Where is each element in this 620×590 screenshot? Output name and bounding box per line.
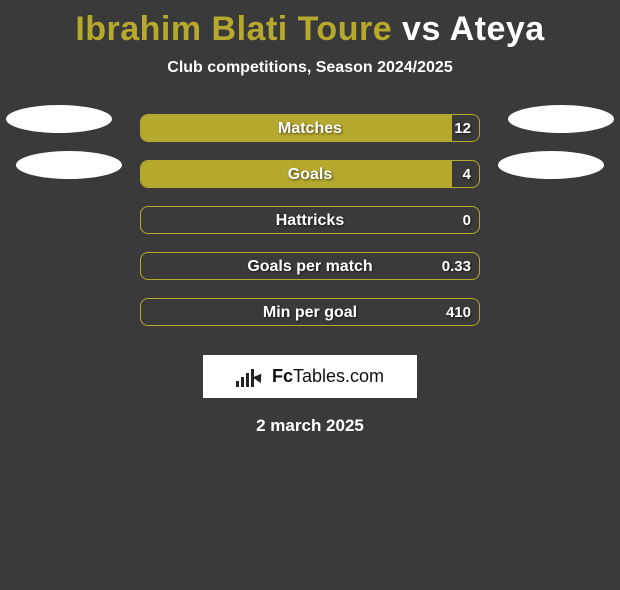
bar-label: Hattricks [141,207,479,234]
stat-row-matches: Matches 12 [0,105,620,151]
logo-bars-icon [236,367,266,387]
bar-label: Matches [141,115,479,142]
bar-label: Min per goal [141,299,479,326]
stats-area: Matches 12 Goals 4 Hattricks 0 Goals per… [0,105,620,335]
logo-text: FcTables.com [272,366,384,387]
title-player2: Ateya [450,10,545,48]
bar-value: 4 [463,161,471,188]
bar-label: Goals [141,161,479,188]
subtitle: Club competitions, Season 2024/2025 [0,59,620,77]
bar-track: Goals per match 0.33 [140,252,480,280]
logo-arrow-icon [253,370,266,382]
bar-track: Matches 12 [140,114,480,142]
bar-label: Goals per match [141,253,479,280]
stat-row-min-per-goal: Min per goal 410 [0,289,620,335]
stat-row-hattricks: Hattricks 0 [0,197,620,243]
title-vs: vs [392,10,449,48]
bar-value: 0 [463,207,471,234]
bar-track: Min per goal 410 [140,298,480,326]
bar-value: 12 [454,115,471,142]
date-label: 2 march 2025 [0,416,620,436]
logo-text-strong: Fc [272,366,293,386]
bar-track: Hattricks 0 [140,206,480,234]
stat-row-goals: Goals 4 [0,151,620,197]
fctables-logo: FcTables.com [203,355,417,398]
bar-track: Goals 4 [140,160,480,188]
logo-text-rest: Tables.com [293,366,384,386]
stat-row-goals-per-match: Goals per match 0.33 [0,243,620,289]
bar-value: 410 [446,299,471,326]
bar-value: 0.33 [442,253,471,280]
page-title: Ibrahim Blati Toure vs Ateya [0,10,620,49]
title-player1: Ibrahim Blati Toure [75,10,392,48]
